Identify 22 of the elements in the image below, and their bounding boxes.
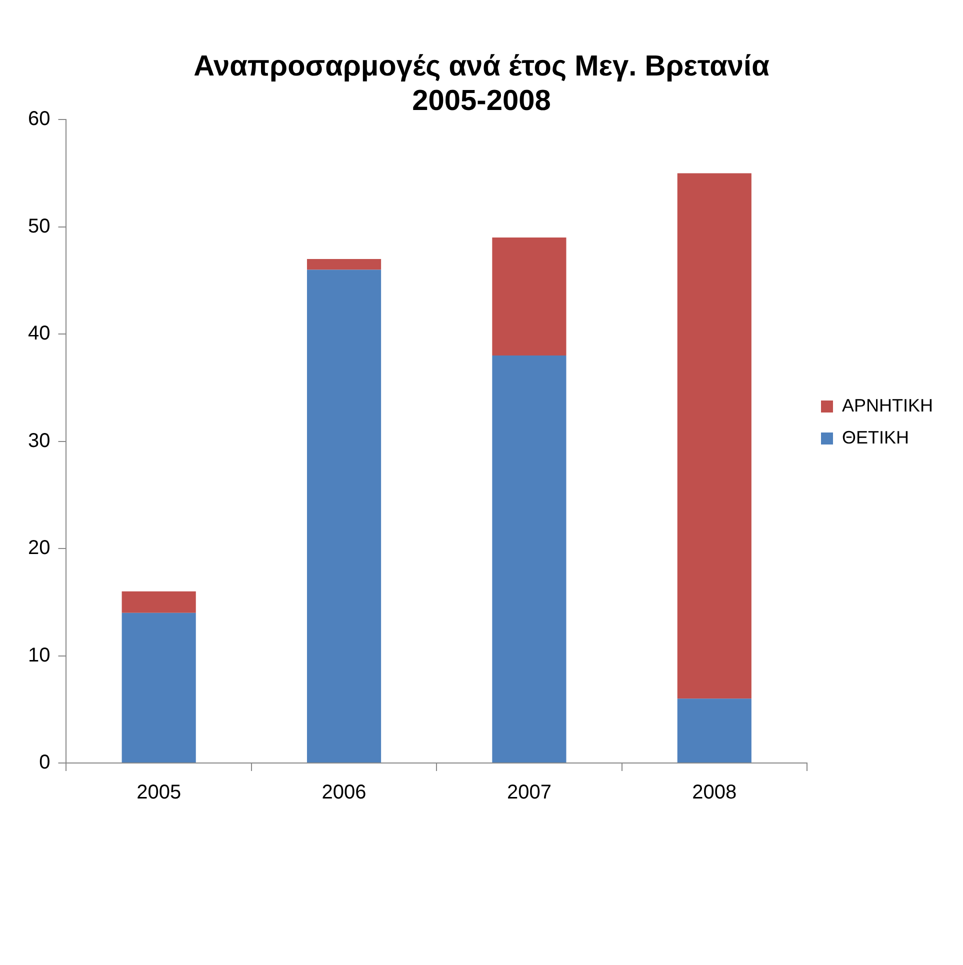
legend-label: ΑΡΝΗΤΙΚΗ bbox=[842, 395, 934, 416]
x-tick-label: 2006 bbox=[322, 782, 366, 804]
y-tick-label: 10 bbox=[28, 644, 50, 666]
bar bbox=[306, 270, 382, 762]
x-tick-label: 2005 bbox=[136, 782, 182, 804]
x-tick-label: 2007 bbox=[506, 782, 552, 804]
chart-title: Αναπροσαρμογές ανά έτος Μεγ. Βρετανία 2005-2008 bbox=[194, 50, 770, 118]
y-tick-label: 40 bbox=[28, 322, 50, 345]
bar bbox=[677, 698, 752, 762]
x-tick-label: 2008 bbox=[692, 782, 737, 804]
y-tick-label: 50 bbox=[28, 215, 50, 238]
y-tick-label: 30 bbox=[28, 430, 50, 452]
bar bbox=[677, 173, 752, 699]
bar bbox=[492, 238, 566, 356]
y-tick-label: 20 bbox=[28, 537, 50, 560]
legend-label: ΘΕΤΙΚΗ bbox=[842, 427, 910, 448]
bar bbox=[306, 259, 382, 270]
bar bbox=[492, 356, 566, 762]
y-tick-label: 60 bbox=[28, 108, 50, 130]
bar bbox=[122, 591, 196, 613]
y-tick-label: 0 bbox=[39, 752, 50, 774]
bar bbox=[122, 612, 196, 762]
